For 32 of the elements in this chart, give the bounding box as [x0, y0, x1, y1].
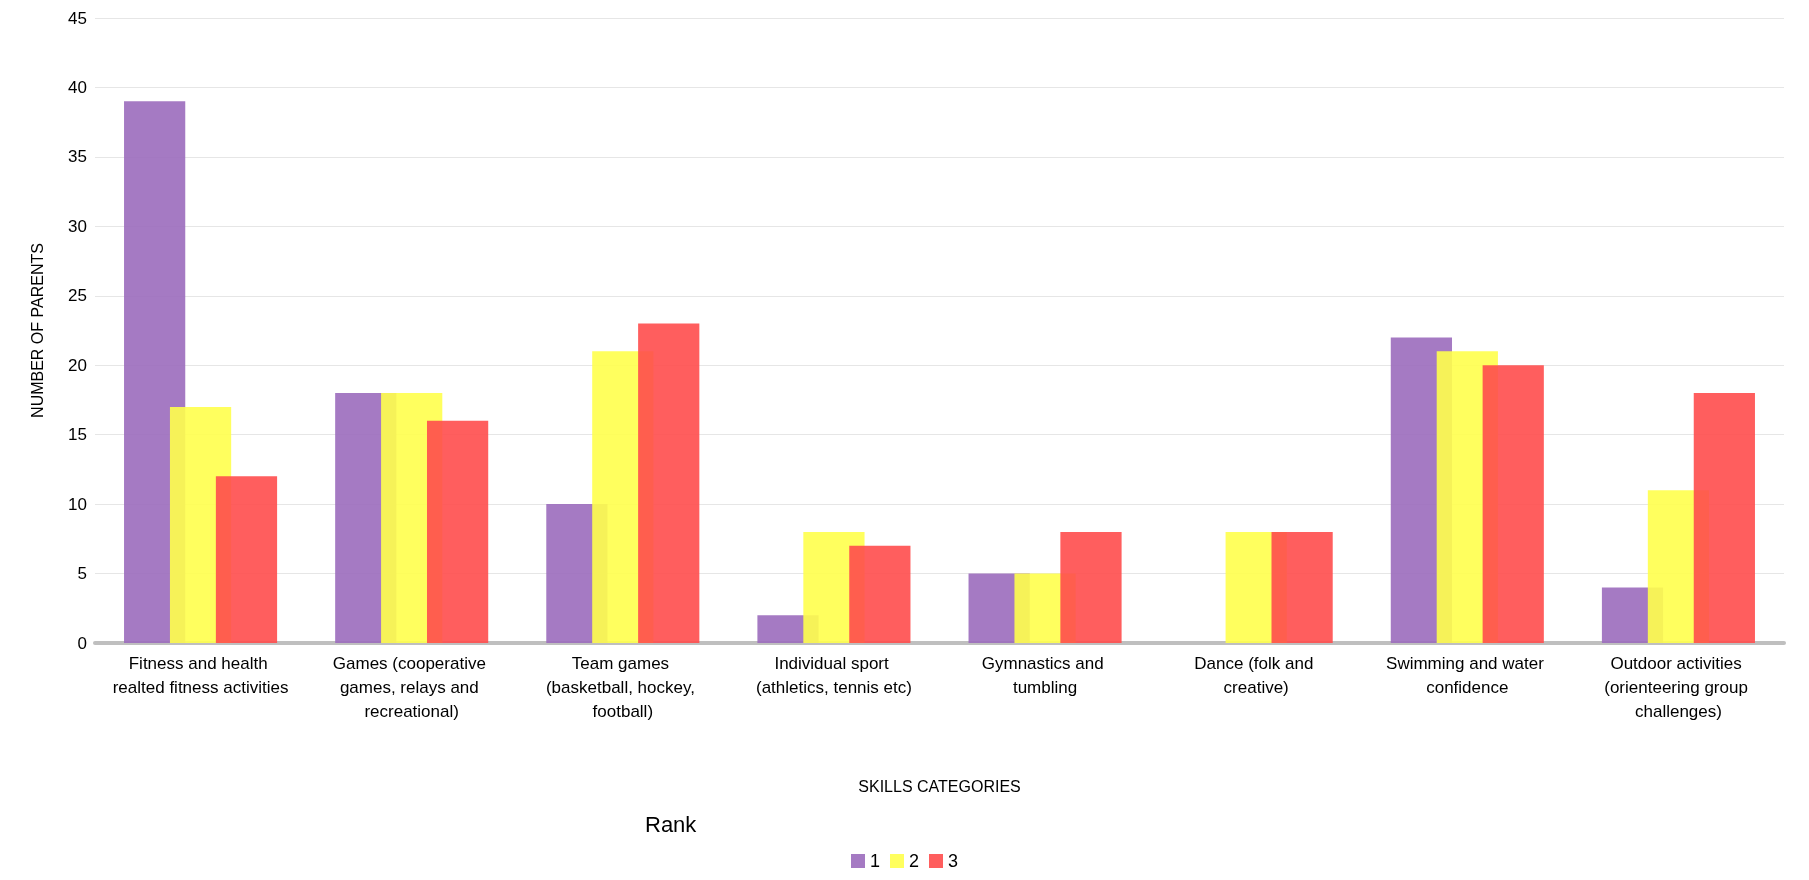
y-axis-title: NUMBER OF PARENTS	[28, 243, 46, 418]
y-tick-label: 20	[68, 355, 87, 375]
bar	[1271, 531, 1333, 643]
bar	[426, 420, 489, 643]
y-tick-label: 35	[68, 147, 87, 167]
x-tick-label: Team games (basketball, hockey, football)	[545, 653, 700, 721]
x-tick-label: Outdoor activities (orienteering group challenges)	[1604, 653, 1753, 721]
bar	[1693, 393, 1755, 643]
y-tick-label: 10	[68, 494, 87, 514]
y-tick-label: 30	[68, 216, 87, 236]
x-tick-label: Gymnastics and tumbling	[981, 653, 1109, 697]
legend-label: 2	[908, 851, 920, 871]
y-tick-label: 40	[68, 77, 87, 97]
legend-label: 3	[948, 851, 959, 871]
legend-title: Rank	[645, 811, 698, 837]
x-tick-label: Individual sport (athletics, tennis etc)	[755, 653, 912, 697]
x-tick-label: Swimming and water confidence	[1386, 653, 1549, 697]
x-tick-label: Games (cooperative games, relays and recreational)	[332, 653, 491, 721]
y-tick-label: 15	[68, 425, 87, 445]
y-tick-label: 45	[68, 8, 87, 28]
bar	[638, 323, 700, 643]
x-tick-label: Fitness and health realted fitness activities	[112, 653, 289, 697]
bar	[1060, 531, 1122, 643]
legend-label: 1	[869, 851, 880, 871]
y-tick-label: 0	[77, 633, 87, 653]
x-tick-label: Dance (folk and creative)	[1194, 653, 1319, 697]
bar	[1482, 365, 1544, 643]
y-tick-label: 25	[68, 286, 87, 306]
bar	[849, 545, 911, 643]
bar	[215, 476, 278, 643]
y-tick-label: 5	[77, 564, 87, 584]
x-axis-title: SKILLS CATEGORIES	[858, 777, 1021, 795]
